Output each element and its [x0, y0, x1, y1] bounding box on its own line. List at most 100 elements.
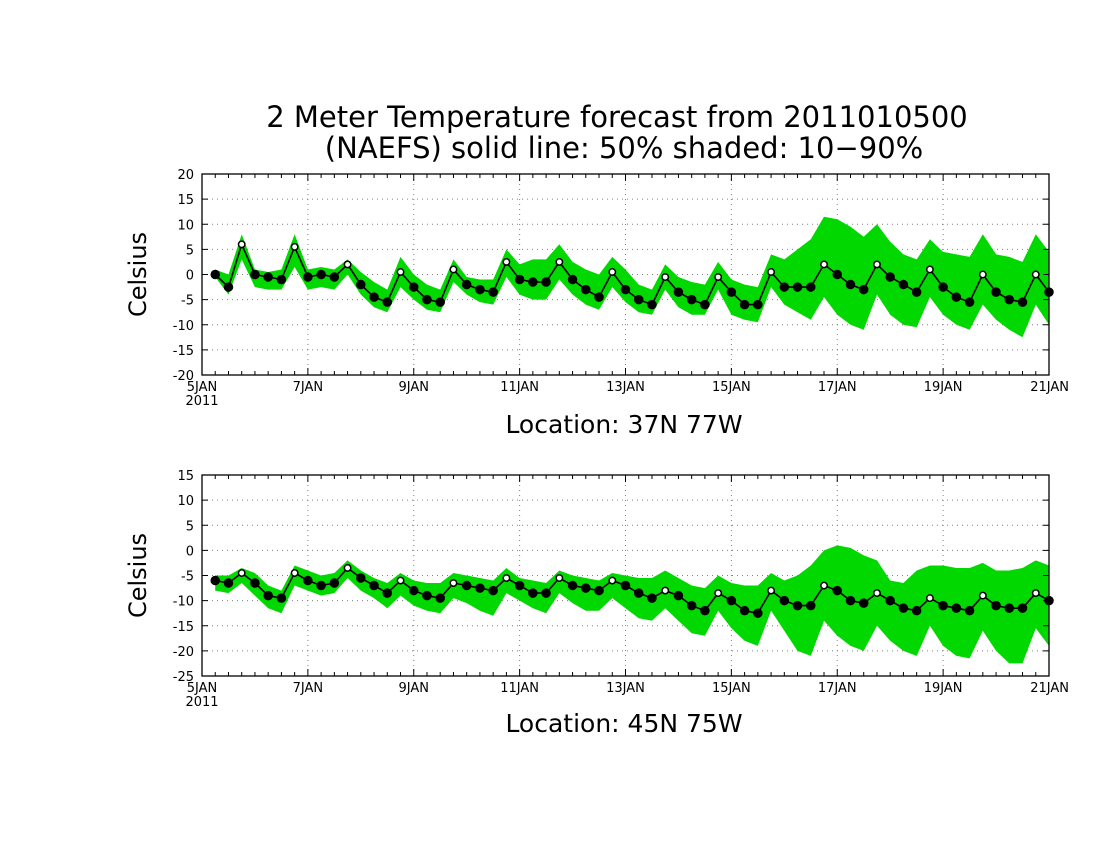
y-tick-label: 15: [177, 469, 194, 484]
median-point: [633, 294, 644, 305]
x-tick-label: 15JAN: [712, 380, 751, 395]
y-tick-label: -5: [181, 294, 194, 309]
median-point: [700, 299, 710, 310]
median-point: [714, 589, 723, 598]
median-point: [978, 270, 987, 279]
x-tick-label: 9JAN: [399, 681, 430, 696]
median-point: [673, 287, 684, 297]
median-point: [514, 274, 525, 285]
median-point: [792, 600, 803, 611]
x-tick-label: 11JAN: [500, 681, 539, 696]
median-point: [475, 284, 485, 295]
band-10-90-area: [215, 216, 1049, 338]
x-tick-label: 17JAN: [818, 681, 857, 696]
x-tick-label: 21JAN: [1030, 681, 1069, 696]
median-point: [409, 585, 419, 596]
median-point: [806, 600, 816, 611]
median-point: [528, 277, 538, 287]
y-tick-label: 0: [186, 269, 194, 284]
median-point: [767, 586, 776, 595]
median-point: [449, 265, 458, 274]
median-point: [779, 595, 790, 606]
y-tick-label: 15: [177, 193, 194, 208]
median-point: [409, 282, 419, 292]
median-point: [316, 580, 326, 591]
median-point: [1031, 270, 1040, 279]
median-point: [475, 583, 485, 593]
median-point: [898, 279, 909, 290]
median-point: [449, 579, 458, 587]
median-point: [898, 603, 909, 613]
median-point: [739, 605, 750, 616]
median-point: [250, 269, 260, 280]
median-point: [873, 260, 881, 269]
y-tick-label: 10: [177, 218, 194, 233]
median-point: [329, 272, 340, 282]
median-point: [779, 282, 790, 292]
median-point: [276, 274, 287, 285]
x-tick-label: 13JAN: [606, 681, 645, 696]
median-point: [753, 299, 763, 310]
median-point: [369, 580, 379, 591]
median-point: [885, 595, 895, 606]
median-point: [673, 590, 684, 601]
y-axis-label: Celsius: [124, 533, 152, 618]
median-point: [594, 585, 604, 596]
median-point: [661, 273, 670, 281]
median-point: [806, 282, 816, 292]
median-point: [647, 593, 657, 603]
median-point: [488, 585, 498, 596]
median-point: [753, 608, 763, 618]
median-point: [250, 578, 260, 588]
y-tick-label: 10: [177, 494, 194, 509]
median-point: [237, 240, 246, 249]
band-10-90-area: [215, 545, 1049, 664]
median-point: [223, 578, 234, 588]
median-point: [1031, 589, 1040, 598]
location-label: Location: 37N 77W: [505, 410, 742, 439]
median-point: [581, 583, 591, 593]
y-tick-label: 5: [186, 243, 194, 258]
median-point: [608, 268, 617, 276]
median-point: [488, 287, 498, 297]
median-point: [820, 581, 828, 590]
chart-title-line-1: 2 Meter Temperature forecast from 201101…: [266, 100, 968, 134]
median-point: [964, 605, 975, 616]
median-point: [223, 282, 234, 292]
median-point: [567, 274, 578, 285]
median-point: [739, 299, 750, 310]
median-point: [1004, 603, 1015, 613]
x-tick-year-label: 2011: [185, 394, 218, 409]
median-point: [514, 580, 525, 591]
median-point: [369, 292, 379, 302]
median-point: [925, 265, 934, 274]
median-point: [911, 605, 922, 616]
median-point: [461, 580, 472, 591]
median-point: [845, 279, 856, 290]
x-tick-label: 5JAN: [187, 380, 218, 395]
y-tick-label: -20: [173, 645, 194, 660]
median-point: [290, 242, 299, 251]
median-point: [541, 588, 551, 598]
median-point: [858, 598, 869, 608]
chart-title-line-2: (NAEFS) solid line: 50% shaded: 10−90%: [325, 131, 923, 165]
x-tick-label: 15JAN: [712, 681, 751, 696]
median-point: [594, 292, 604, 302]
median-point: [567, 580, 578, 591]
median-point: [832, 585, 842, 596]
x-tick-label: 5JAN: [187, 681, 218, 696]
median-point: [991, 600, 1001, 611]
median-point: [885, 272, 895, 282]
x-tick-label: 19JAN: [924, 380, 963, 395]
y-tick-label: 5: [186, 519, 194, 534]
median-point: [555, 257, 564, 266]
x-tick-label: 9JAN: [399, 380, 430, 395]
median-point: [686, 600, 697, 611]
x-tick-label: 7JAN: [293, 681, 324, 696]
median-point: [633, 588, 644, 598]
median-point: [608, 576, 617, 585]
median-point: [316, 269, 326, 280]
median-point: [925, 594, 934, 603]
